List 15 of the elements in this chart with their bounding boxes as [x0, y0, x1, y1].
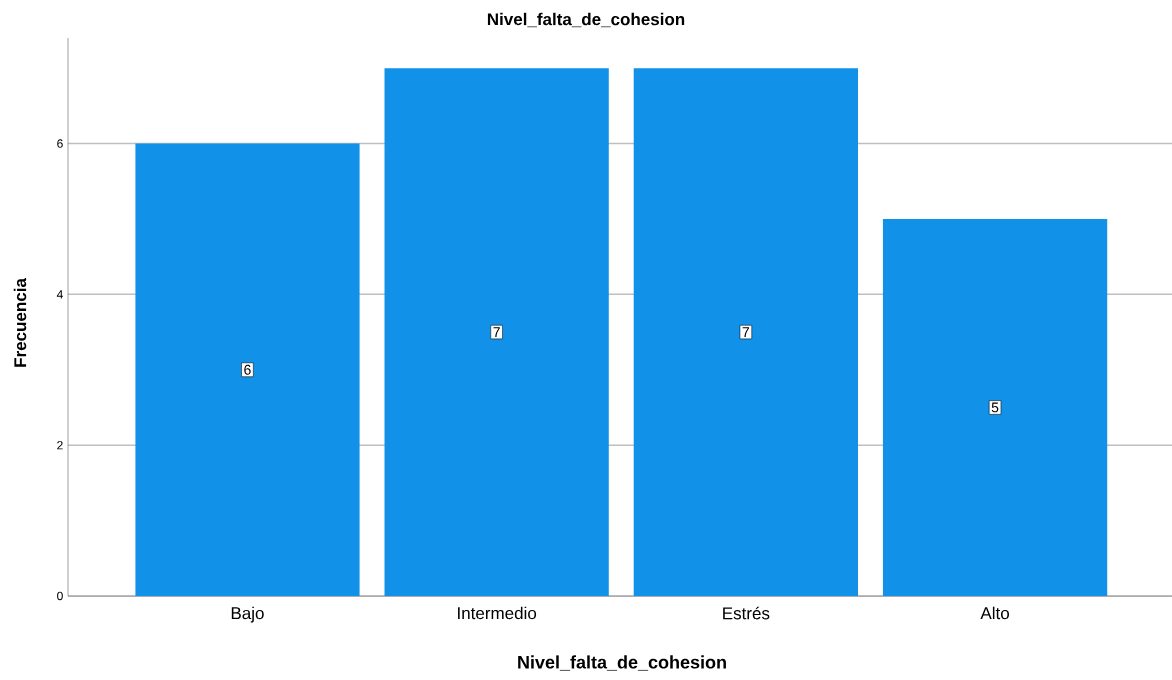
x-tick-label: Bajo [231, 606, 264, 623]
y-tick-label: 0 [57, 591, 63, 601]
chart-title: Nivel_falta_de_cohesion [487, 12, 685, 28]
x-tick-label: Intermedio [458, 606, 537, 620]
y-tick-label: 4 [56, 290, 63, 299]
y-axis-title: Frecuencia [13, 278, 27, 367]
x-tick-label: Alto [980, 606, 1009, 620]
y-tick-label: 2 [57, 440, 63, 450]
x-tick-label: Estrés [723, 606, 770, 620]
data-label: 7 [493, 327, 500, 337]
y-tick-label: 6 [57, 139, 63, 148]
data-label: 6 [244, 364, 251, 375]
data-label: 7 [742, 327, 750, 337]
data-label: 5 [991, 402, 999, 413]
x-axis-title: Nivel_falta_de_cohesion [518, 655, 726, 671]
